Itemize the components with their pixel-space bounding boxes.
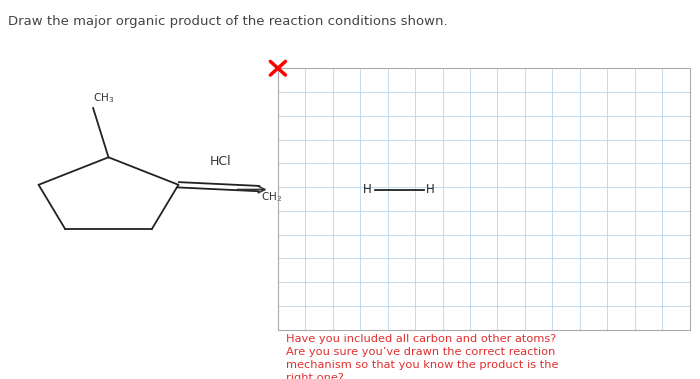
Text: CH$_3$: CH$_3$ bbox=[93, 91, 114, 105]
Text: CH$_2$: CH$_2$ bbox=[261, 191, 282, 204]
Text: H: H bbox=[363, 183, 372, 196]
Text: HCl: HCl bbox=[210, 155, 231, 168]
Text: Have you included all carbon and other atoms?
Are you sure you’ve drawn the corr: Have you included all carbon and other a… bbox=[286, 334, 558, 379]
Bar bbox=[278, 68, 690, 330]
Text: Draw the major organic product of the reaction conditions shown.: Draw the major organic product of the re… bbox=[8, 15, 448, 28]
Text: H: H bbox=[426, 183, 435, 196]
